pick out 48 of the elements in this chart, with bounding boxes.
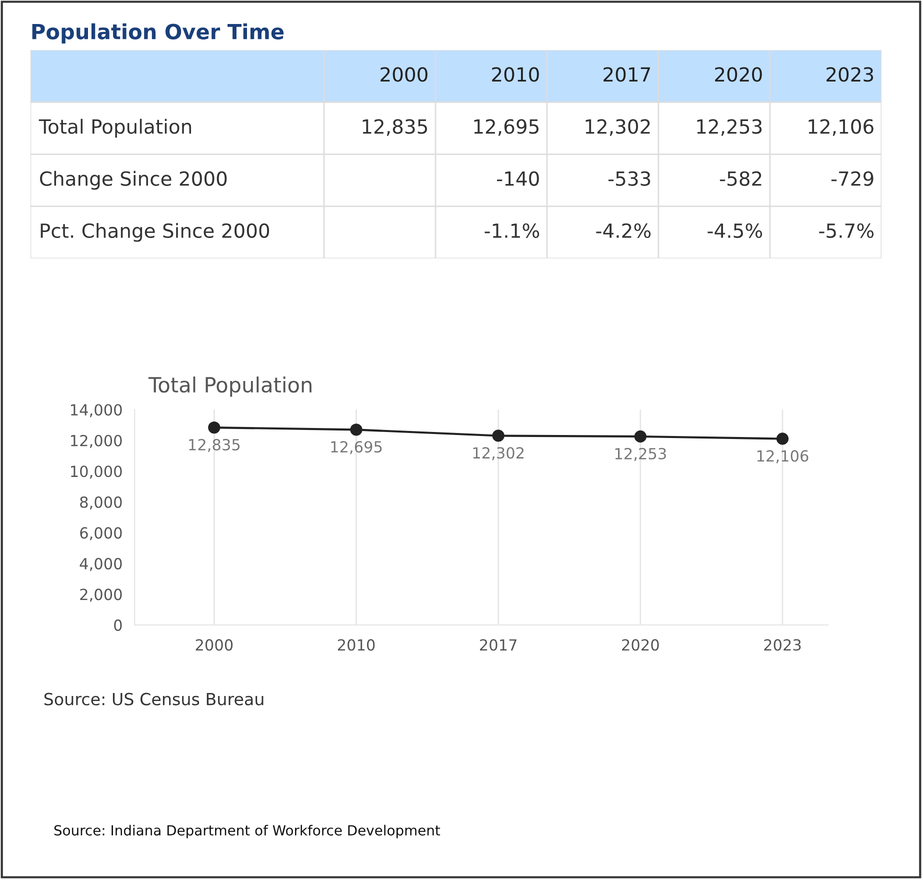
y-tick-label: 14,000 <box>71 404 122 418</box>
point <box>634 430 646 443</box>
data-label: 12,835 <box>189 438 240 452</box>
text: 12,302 <box>586 119 650 136</box>
x-tick-label: 2020 <box>622 639 659 651</box>
x-tick-label: 2000 <box>196 639 233 651</box>
y-tick-label: 0 <box>114 619 122 631</box>
category-label: 2000 <box>380 67 428 82</box>
chart-title: Total Population <box>148 376 312 397</box>
data-label: 12,302 <box>473 447 524 460</box>
y-tick-label: 6,000 <box>80 527 122 540</box>
text: -4.2% <box>596 223 651 238</box>
category-label: 2017 <box>604 67 650 82</box>
x-tick-label: 2017 <box>480 639 516 651</box>
point <box>350 424 362 436</box>
category-label: 2023 <box>826 67 874 82</box>
data-label: 12,106 <box>757 450 808 464</box>
text: -533 <box>608 171 650 186</box>
text: -1.1% <box>484 223 540 238</box>
category-label: 2010 <box>492 67 539 82</box>
point <box>776 432 789 445</box>
point <box>208 421 220 434</box>
category-label: 2020 <box>715 67 762 82</box>
y-tick-label: 12,000 <box>71 434 122 448</box>
category-label: Change Since 2000 <box>40 170 227 190</box>
text: -5.7% <box>819 223 874 238</box>
source-note: Source: Indiana Department of Workforce Development <box>54 824 440 838</box>
text: -729 <box>831 171 874 186</box>
y-tick-label: 4,000 <box>80 558 122 572</box>
category-label: Pct. Change Since 2000 <box>40 222 270 242</box>
text: -140 <box>497 171 539 186</box>
point <box>492 430 504 442</box>
y-tick-label: 10,000 <box>71 466 122 479</box>
y-tick-label: 2,000 <box>80 588 122 602</box>
y-tick-label: 8,000 <box>80 496 122 510</box>
text: -582 <box>720 171 762 186</box>
source-note: Source: US Census Bureau <box>44 692 264 706</box>
text: 12,253 <box>697 119 762 136</box>
x-tick-label: 2023 <box>764 639 801 651</box>
data-label: 12,253 <box>615 448 666 461</box>
data-label: 12,695 <box>331 441 382 454</box>
text: Population Over Time <box>32 23 284 44</box>
x-tick-label: 2010 <box>338 639 375 651</box>
text: 12,106 <box>808 119 874 136</box>
category-label: Total Population <box>38 118 192 138</box>
text: 12,835 <box>362 119 427 136</box>
text: 12,695 <box>474 119 538 136</box>
text: -4.5% <box>708 223 762 238</box>
